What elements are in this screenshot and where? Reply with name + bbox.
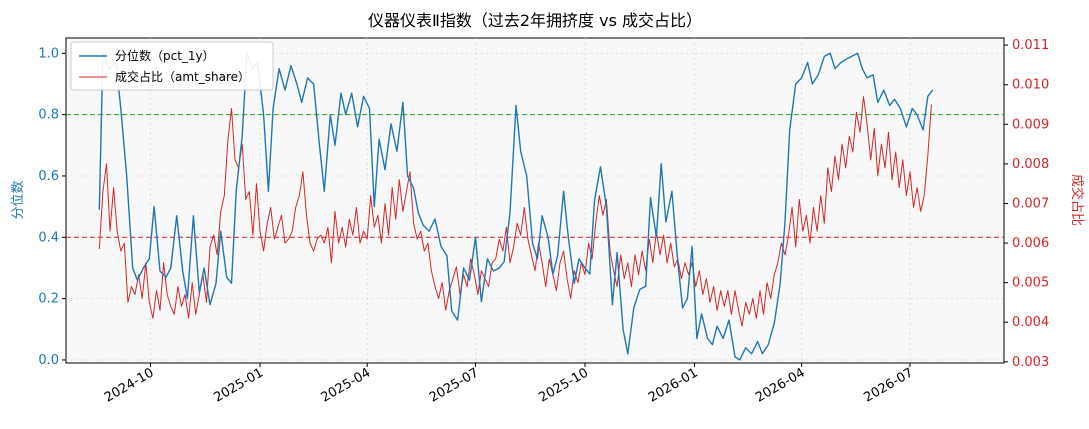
y-right-tick-label-3: 0.006 bbox=[1012, 236, 1049, 251]
y-left-label: 分位数 bbox=[11, 180, 26, 219]
y-right-tick-label-2: 0.005 bbox=[1012, 276, 1049, 291]
legend-frame bbox=[70, 41, 274, 91]
y-right-tick-label-8: 0.011 bbox=[1012, 38, 1049, 53]
reference-lines bbox=[66, 114, 1004, 238]
series-line-pct bbox=[98, 52, 934, 361]
plot-area bbox=[65, 37, 1005, 364]
y-left-tick-label-0: 0.0 bbox=[38, 353, 59, 368]
y-right-tick-label-0: 0.003 bbox=[1012, 355, 1049, 370]
legend: 分位数（pct_1y） 成交占比（amt_share） bbox=[70, 41, 274, 91]
y-right-tick-label-7: 0.010 bbox=[1012, 78, 1049, 93]
legend-label-amt: 成交占比（amt_share） bbox=[115, 69, 250, 84]
series-line-amt bbox=[98, 96, 932, 327]
y-left-tick-label-3: 0.6 bbox=[38, 169, 59, 184]
series-group bbox=[98, 52, 934, 361]
y-left-tick-label-5: 1.0 bbox=[38, 46, 59, 61]
y-right-tick-label-6: 0.009 bbox=[1012, 117, 1049, 132]
chart-title: 仪器仪表Ⅱ指数（过去2年拥挤度 vs 成交占比） bbox=[368, 11, 702, 30]
y-right-tick-label-5: 0.008 bbox=[1012, 157, 1049, 172]
y-left-tick-label-1: 0.2 bbox=[38, 292, 59, 307]
y-right-tick-label-1: 0.004 bbox=[1012, 315, 1049, 330]
y-left-tick-label-4: 0.8 bbox=[38, 108, 59, 123]
y-left-tick-label-2: 0.4 bbox=[38, 230, 59, 245]
y-right-tick-label-4: 0.007 bbox=[1012, 196, 1049, 211]
legend-label-pct: 分位数（pct_1y） bbox=[115, 48, 215, 63]
y-right-label: 成交占比 bbox=[1069, 174, 1085, 226]
